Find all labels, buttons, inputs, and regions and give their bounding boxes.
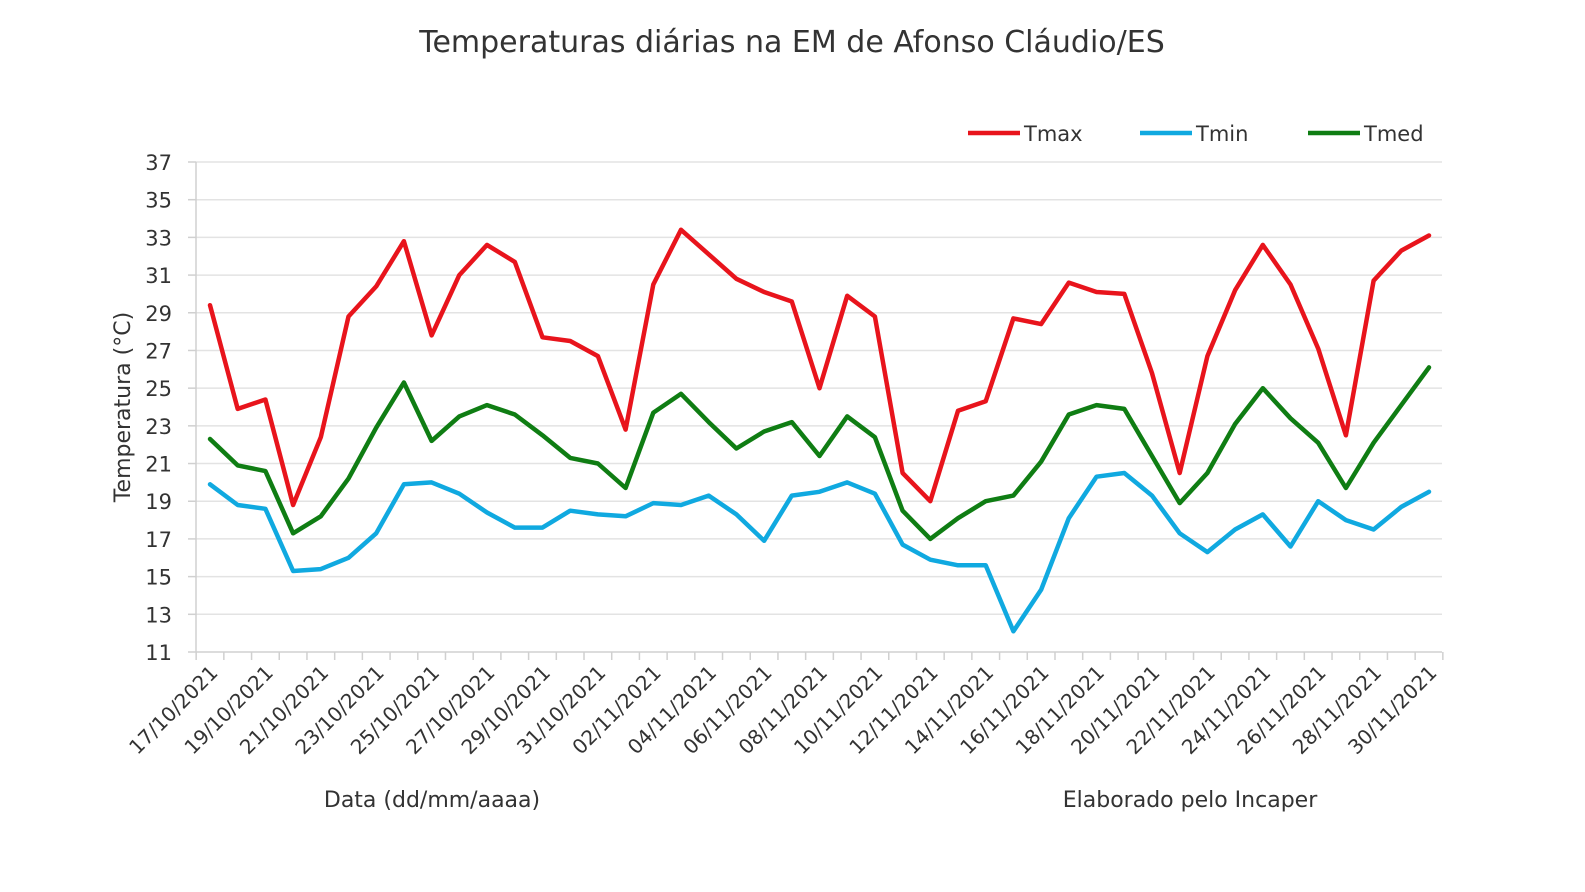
y-tick-label: 13 — [145, 603, 172, 627]
legend-item-tmed: Tmed — [1308, 122, 1424, 146]
x-axis-label: Data (dd/mm/aaaa) — [324, 788, 540, 813]
y-tick-label: 25 — [145, 377, 172, 401]
y-tick-labels: 11 13 15 17 19 21 23 25 27 29 31 33 35 37 — [145, 151, 172, 665]
y-tick-label: 31 — [145, 264, 172, 288]
legend-label: Tmax — [1023, 122, 1083, 146]
series-line-tmin — [207, 470, 1432, 634]
y-tick-label: 21 — [145, 453, 172, 477]
series-line-tmax — [207, 227, 1432, 508]
y-tick-label: 15 — [145, 566, 172, 590]
legend-item-tmax: Tmax — [968, 122, 1083, 146]
y-tick-label: 23 — [145, 415, 172, 439]
y-tick-label: 27 — [145, 339, 172, 363]
legend-item-tmin: Tmin — [1140, 122, 1248, 146]
series-lines — [207, 227, 1432, 634]
y-axis-label: Temperatura (°C) — [111, 312, 136, 503]
legend-label: Tmed — [1363, 122, 1424, 146]
gridlines — [188, 161, 1444, 660]
y-tick-label: 11 — [145, 641, 172, 665]
y-tick-label: 19 — [145, 490, 172, 514]
x-tick-labels: 17/10/202119/10/202121/10/202123/10/2021… — [124, 661, 1441, 759]
y-tick-label: 35 — [145, 189, 172, 213]
y-tick-label: 37 — [145, 151, 172, 175]
series-line-tmed — [207, 365, 1432, 542]
legend-label: Tmin — [1195, 122, 1248, 146]
chart-title: Temperaturas diárias na EM de Afonso Clá… — [418, 25, 1165, 60]
y-tick-label: 29 — [145, 302, 172, 326]
legend: Tmax Tmin Tmed — [968, 122, 1424, 146]
y-tick-label: 33 — [145, 226, 172, 250]
credit-text: Elaborado pelo Incaper — [1063, 788, 1318, 813]
y-tick-label: 17 — [145, 528, 172, 552]
